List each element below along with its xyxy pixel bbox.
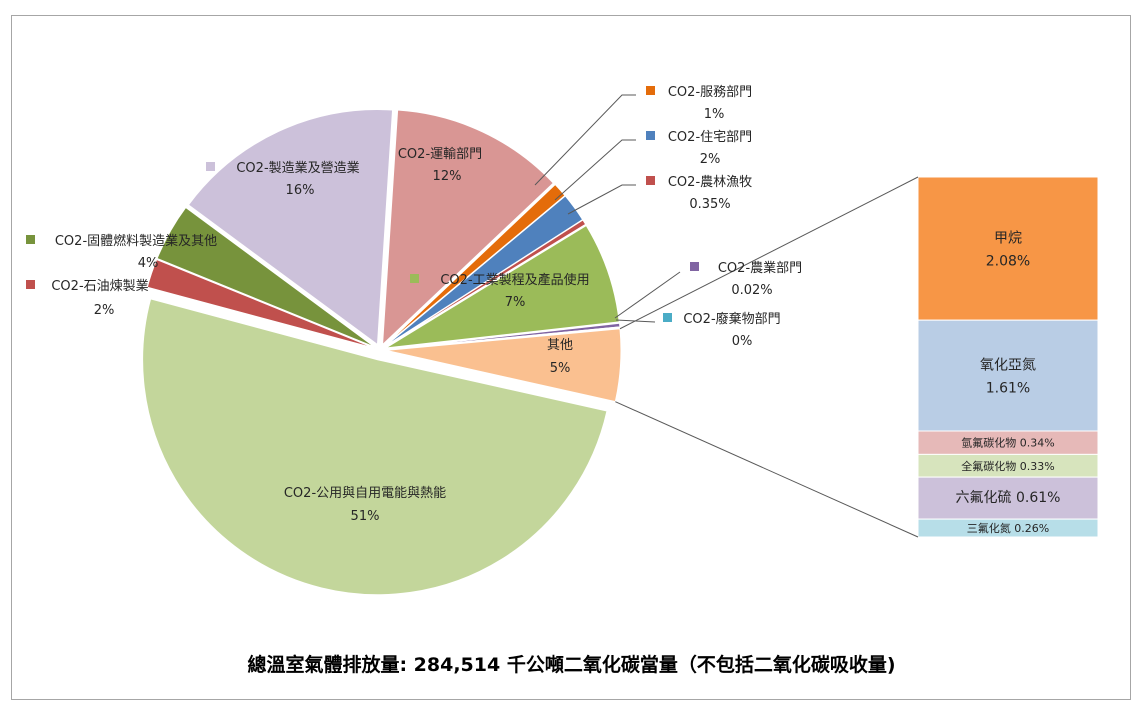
pie-slice-5 [384,183,566,347]
legend-marker-9 [690,262,699,271]
pie-label-value-8: 7% [505,295,526,310]
pie-slice-11 [385,328,622,403]
legend-marker-2 [26,235,35,244]
bar-label-3: 全氟碳化物 0.33% [961,459,1054,473]
connector-bottom [615,401,919,538]
pie-label-name-11: 其他 [547,338,573,353]
pie-slice-4 [381,109,554,346]
bar-label-5: 三氟化氮 0.26% [967,521,1049,535]
leader-line-5 [534,94,636,186]
pie-label-name-4: CO2-運輸部門 [398,147,482,162]
pie-slice-1 [146,258,375,349]
legend-marker-8 [410,274,419,283]
pie-label-name-0: CO2-公用與自用電能與熱能 [284,486,446,501]
leader-line-9 [614,271,681,319]
bar-label-value-0: 2.08% [986,254,1030,270]
pie-label-value-2: 4% [138,256,159,271]
pie-label-value-10: 0% [732,334,753,349]
pie-label-name-1: CO2-石油煉製業 [51,278,148,294]
pie-group [142,109,622,596]
pie-slice-10 [385,326,621,350]
pie-slice-2 [156,206,376,348]
pie-label-name-3: CO2-製造業及營造業 [236,160,359,176]
pie-label-value-9: 0.02% [731,283,772,298]
leader-lines [615,176,919,538]
pie-label-value-1: 2% [94,303,115,318]
pie-label-name-10: CO2-廢棄物部門 [683,312,780,327]
bar-segment-5 [917,518,1099,538]
pie-label-name-6: CO2-住宅部門 [668,130,752,145]
bar-segment-0 [917,176,1099,321]
legend-marker-6 [646,131,655,140]
pie-label-name-9: CO2-農業部門 [718,260,802,276]
pie-slice-3 [187,109,394,346]
legend-marker-5 [646,86,655,95]
bar-label-name-0: 甲烷 [994,231,1022,247]
bar-label-2: 氫氟碳化物 0.34% [961,436,1054,450]
legend-marker-7 [646,176,655,185]
leader-line-10 [615,319,656,323]
bar-group [917,176,1099,538]
pie-label-name-2: CO2-固體燃料製造業及其他 [55,233,217,249]
connector-top [619,176,919,330]
legend-marker-3 [206,162,215,171]
leader-line-7 [567,184,636,215]
legend-marker-10 [663,313,672,322]
pie-label-value-11: 5% [550,361,571,376]
bar-segment-1 [917,319,1099,432]
legend-marker-1 [26,280,35,289]
pie-label-name-8: CO2-工業製程及產品使用 [440,272,589,288]
leader-line-6 [554,139,636,201]
pie-label-value-0: 51% [351,509,380,524]
pie-label-name-5: CO2-服務部門 [668,85,752,100]
total-emissions-caption: 總溫室氣體排放量: 284,514 千公噸二氧化碳當量（不包括二氧化碳吸收量) [247,654,896,676]
labels: CO2-公用與自用電能與熱能 51% CO2-石油煉製業 2% CO2-固體燃料製造業及… [26,85,1060,535]
bar-label-name-1: 氧化亞氮 [980,358,1036,374]
pie-slice-0 [142,298,608,596]
pie-label-value-7: 0.35% [689,197,730,212]
pie-label-value-6: 2% [700,152,721,167]
bar-label-4: 六氟化硫 0.61% [956,490,1061,506]
pie-label-value-5: 1% [704,107,725,122]
bar-label-value-1: 1.61% [986,381,1030,397]
pie-label-name-7: CO2-農林漁牧 [668,175,752,190]
pie-label-value-3: 16% [286,183,315,198]
bar-segment-4 [917,476,1099,520]
pie-label-value-4: 12% [433,169,462,184]
pie-slice-7 [384,219,587,348]
